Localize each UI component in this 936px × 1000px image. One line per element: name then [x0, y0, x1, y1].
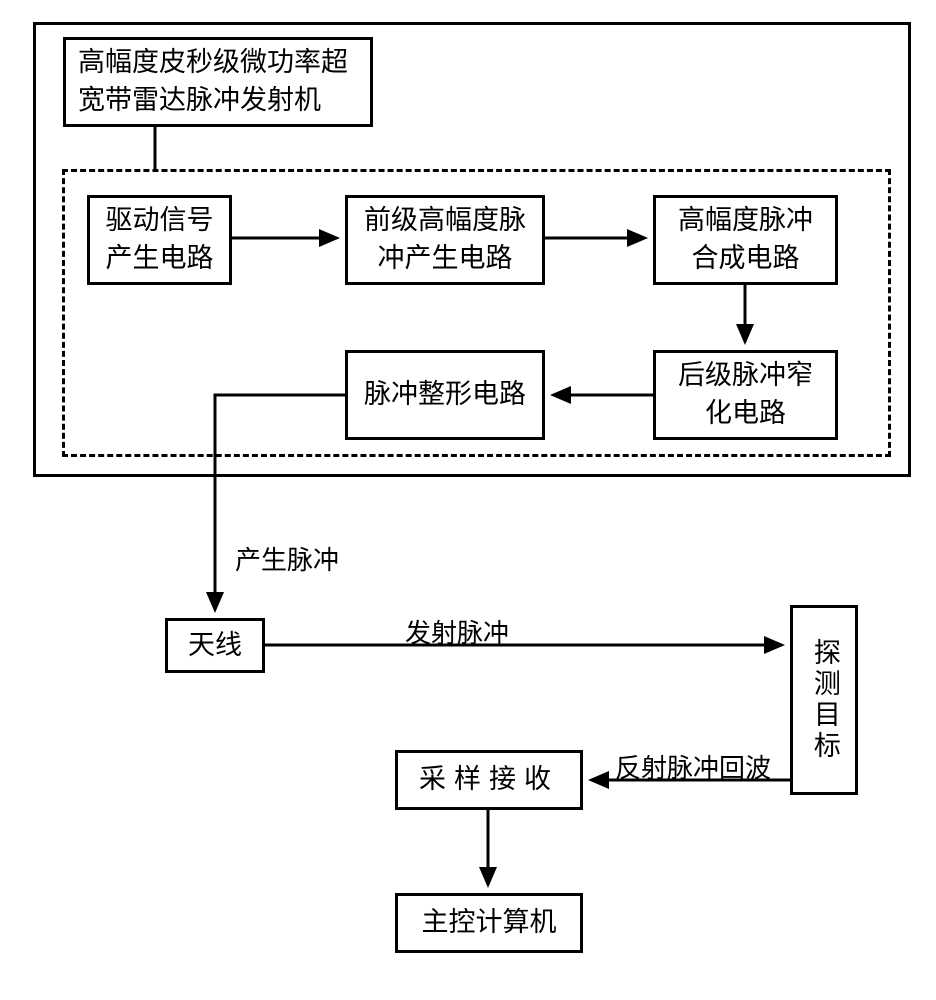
target-box: 探测目标	[790, 605, 858, 795]
emit-pulse-label: 发射脉冲	[405, 613, 509, 650]
sampling-box: 采样接收	[395, 750, 583, 810]
rear-narrow-box: 后级脉冲窄化电路	[653, 350, 838, 440]
title-label: 高幅度皮秒级微功率超宽带雷达脉冲发射机	[78, 44, 348, 120]
pulse-shaping-box: 脉冲整形电路	[345, 350, 545, 440]
computer-box: 主控计算机	[395, 893, 583, 953]
reflect-echo-label: 反射脉冲回波	[615, 748, 771, 785]
gen-pulse-label: 产生脉冲	[235, 540, 339, 577]
title-box: 高幅度皮秒级微功率超宽带雷达脉冲发射机	[63, 37, 373, 127]
high-amp-synth-label: 高幅度脉冲合成电路	[678, 202, 813, 278]
front-high-amp-label: 前级高幅度脉冲产生电路	[364, 202, 526, 278]
drive-signal-label: 驱动信号产生电路	[106, 202, 214, 278]
target-label: 探测目标	[805, 638, 843, 762]
front-high-amp-box: 前级高幅度脉冲产生电路	[345, 195, 545, 285]
antenna-label: 天线	[188, 627, 242, 665]
high-amp-synth-box: 高幅度脉冲合成电路	[653, 195, 838, 285]
computer-label: 主控计算机	[422, 904, 557, 942]
rear-narrow-label: 后级脉冲窄化电路	[678, 357, 813, 433]
antenna-box: 天线	[165, 618, 265, 673]
sampling-label: 采样接收	[419, 761, 559, 799]
flowchart-diagram: 高幅度皮秒级微功率超宽带雷达脉冲发射机 驱动信号产生电路 前级高幅度脉冲产生电路…	[0, 0, 936, 1000]
pulse-shaping-label: 脉冲整形电路	[364, 376, 526, 414]
drive-signal-box: 驱动信号产生电路	[87, 195, 232, 285]
